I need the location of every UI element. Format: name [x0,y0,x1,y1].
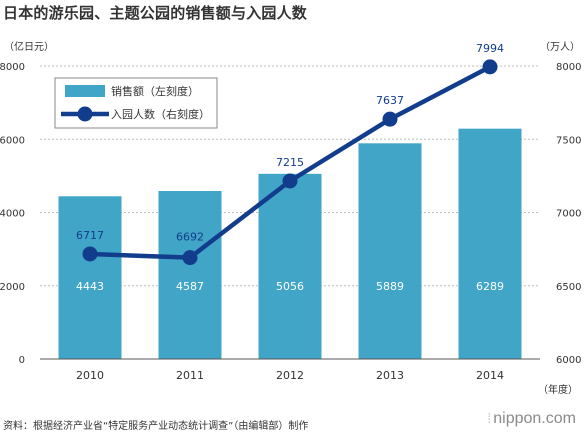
brand-name: nippon.com [493,410,576,427]
legend-bar-swatch [65,85,105,97]
line-point [182,250,198,266]
line-point [282,173,298,189]
bar-value-label: 5056 [276,280,304,293]
y-left-tick-label: 0 [19,355,25,366]
legend-line-label: 入园人数（右刻度） [111,107,210,121]
bar [458,128,522,359]
line-value-label: 6717 [76,229,104,242]
bar [258,173,322,359]
chart-title: 日本的游乐园、主题公园的销售额与入园人数 [3,4,308,22]
line-point [482,59,498,75]
brand-logo: ⁞ nippon.com [487,410,576,428]
y-right-axis-label: （万人） [540,41,580,53]
y-right-tick-label: 8000 [556,62,581,73]
bar [358,143,422,359]
bar [58,196,122,359]
line-point [382,111,398,127]
y-left-axis-label: （亿日元） [4,40,54,53]
bar [158,191,222,359]
line-value-label: 7215 [276,156,304,169]
x-tick-label: 2013 [376,369,404,382]
source-note: 资料：根据经济产业省“特定服务产业动态统计调查”（由编辑部）制作 [3,421,309,432]
y-left-tick-label: 6000 [0,135,25,146]
bar-value-label: 4443 [76,280,104,293]
x-tick-label: 2014 [476,369,504,382]
x-tick-label: 2012 [276,369,304,382]
y-right-tick-label: 7000 [556,209,581,220]
y-left-tick-label: 8000 [0,62,25,73]
x-tick-label: 2010 [76,369,104,382]
x-tick-label: 2011 [176,369,204,382]
line-value-label: 7637 [376,94,404,107]
bar-value-label: 4587 [176,280,204,293]
legend-line-marker [77,106,93,122]
line-value-label: 7994 [476,42,504,55]
y-left-tick-label: 4000 [0,209,25,220]
y-left-tick-label: 2000 [0,282,25,293]
y-right-tick-label: 7500 [556,135,581,146]
bar-value-label: 5889 [376,280,404,293]
y-right-tick-label: 6000 [556,355,581,366]
brand-dots-icon: ⁞ [487,410,492,426]
line-value-label: 6692 [176,231,204,244]
legend-bar-label: 销售额（左刻度） [111,84,199,98]
y-right-tick-label: 6500 [556,282,581,293]
bar-value-label: 6289 [476,280,504,293]
line-point [82,246,98,262]
x-axis-label: （年度） [538,383,578,396]
